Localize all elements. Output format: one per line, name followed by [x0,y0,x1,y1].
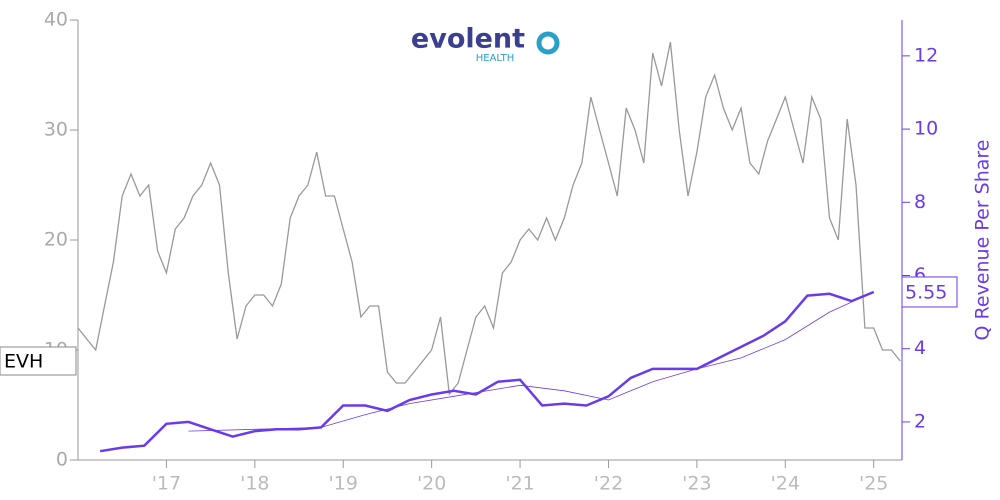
series-line [77,41,901,396]
y-tick-label: 0 [56,449,68,471]
y-tick-label: 40 [44,9,68,31]
logo-name: evolent [411,24,525,55]
x-tick-label: '22 [594,473,623,495]
y2-tick-label: 2 [914,410,926,432]
y-tick-label: 20 [44,229,68,251]
ticker-box [0,346,77,376]
x-tick-label: '23 [682,473,711,495]
y2-tick-label: 10 [914,118,938,140]
x-tick-label: '20 [417,473,446,495]
logo-ring [536,31,560,55]
series-line [99,290,875,453]
logo-sub: HEALTH [476,53,515,64]
value-label: 5.55 [905,281,947,303]
y2-tick-label: 12 [914,44,938,66]
ticker-label: EVH [4,351,43,373]
x-tick-label: '18 [240,473,269,495]
x-tick-label: '24 [771,473,800,495]
x-tick-label: '25 [859,473,888,495]
x-tick-label: '21 [505,473,534,495]
series-line [188,291,874,432]
y2-axis-label: Q Revenue Per Share [972,140,994,341]
y2-tick-label: 4 [914,337,926,359]
x-tick-label: '19 [329,473,358,495]
y-tick-label: 30 [44,119,68,141]
y2-tick-label: 8 [914,191,926,213]
x-tick-label: '17 [152,473,181,495]
value-box [901,276,958,308]
